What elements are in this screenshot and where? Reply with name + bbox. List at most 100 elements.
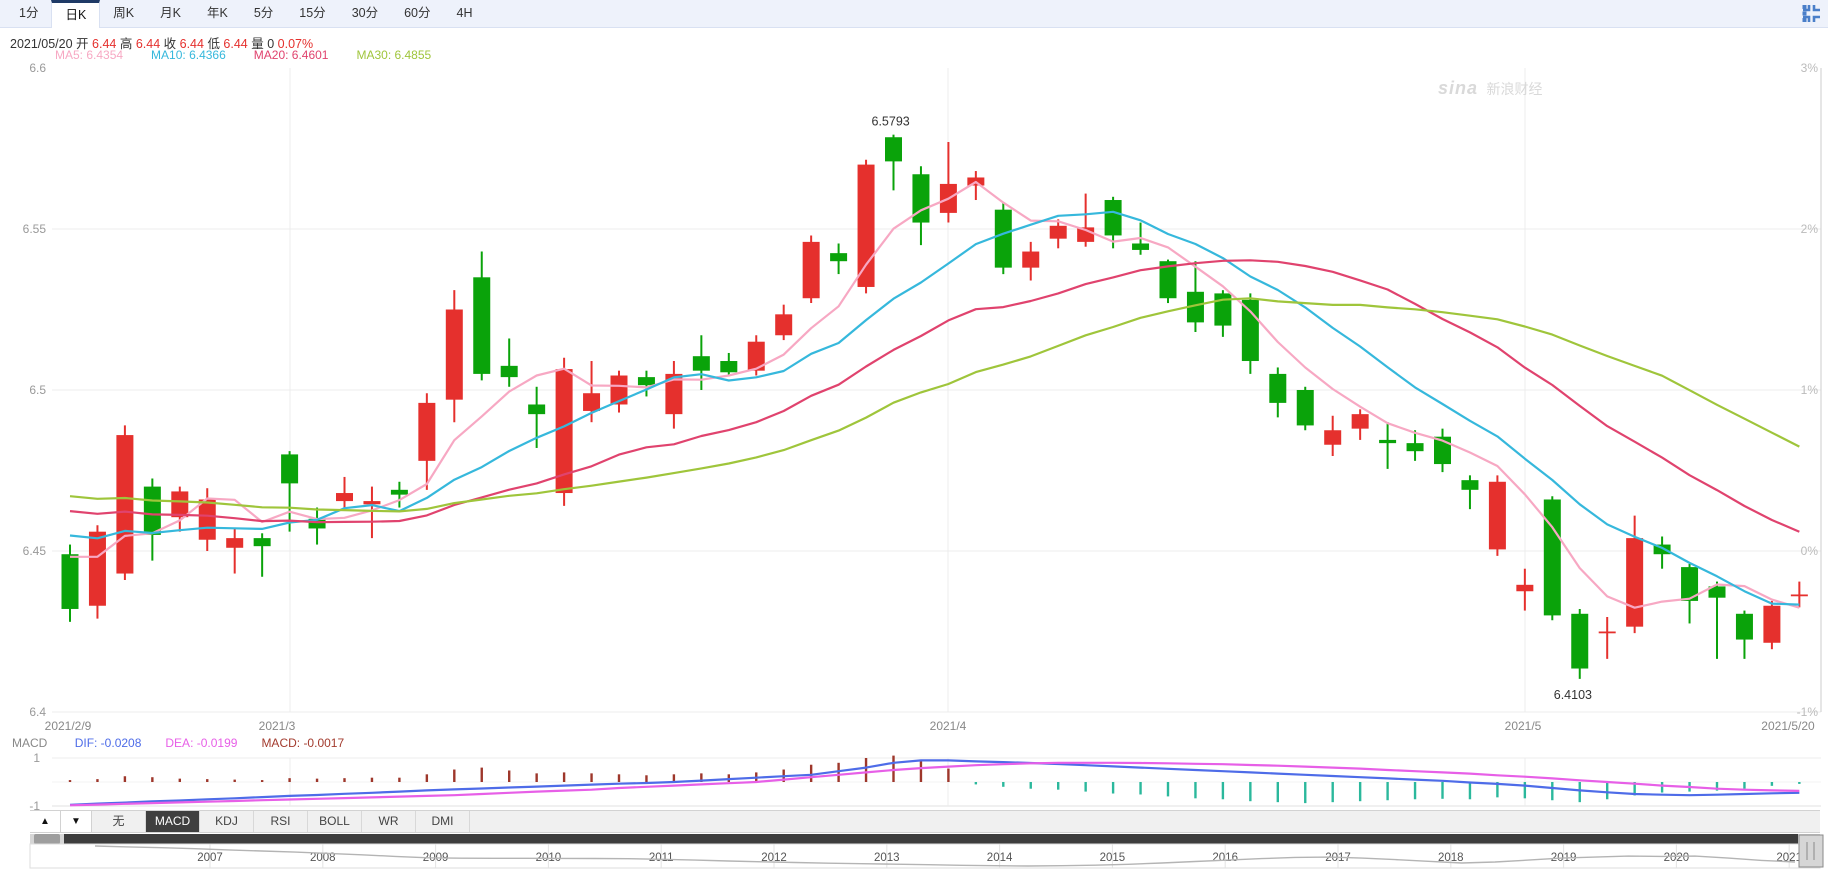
candle-body xyxy=(1159,261,1177,299)
y-axis-label: 6.4 xyxy=(29,705,46,719)
navigator-year-label: 2015 xyxy=(1100,852,1126,864)
ohlc-label: 开 xyxy=(76,37,93,51)
candle-body xyxy=(1214,293,1232,326)
navigator-left-handle[interactable] xyxy=(34,834,60,844)
ma-value-ma30: MA30: 6.4855 xyxy=(356,48,432,62)
ma-values-bar: MA5: 6.4354 MA10: 6.4366 MA20: 6.4601 MA30:… xyxy=(55,48,459,62)
navigator-year-label: 2020 xyxy=(1664,852,1690,864)
ma-value-ma5: MA5: 6.4354 xyxy=(55,48,124,62)
ohlc-value: 6.44 xyxy=(135,37,161,51)
ma30-line xyxy=(69,297,1800,513)
candle-body xyxy=(1626,538,1644,627)
macd-value-dif: DIF: -0.0208 xyxy=(74,736,142,750)
indicator-tab-KDJ[interactable]: KDJ xyxy=(200,811,254,832)
indicator-down-button[interactable]: ▼ xyxy=(61,811,92,832)
x-axis-label: 2021/5 xyxy=(1504,719,1542,733)
candle-body xyxy=(775,314,793,336)
candle-body xyxy=(1269,373,1287,403)
ohlc-fields: 开 6.44 高 6.44 收 6.44 低 6.44 量 0 xyxy=(76,37,278,51)
candle-body xyxy=(1022,251,1040,268)
candle-body xyxy=(1049,225,1067,239)
candle-body xyxy=(1296,390,1314,426)
candle-body xyxy=(1681,567,1699,601)
timeframe-tab-年K[interactable]: 年K xyxy=(206,6,228,20)
candle-body xyxy=(61,554,79,609)
macd-axis-label: -1 xyxy=(29,799,40,812)
ohlc-info-bar: 2021/05/20 开 6.44 高 6.44 收 6.44 低 6.44 量… xyxy=(10,33,313,52)
ma10-line xyxy=(69,210,1800,606)
timeframe-tab-15分[interactable]: 15分 xyxy=(299,6,326,20)
indicator-up-button[interactable]: ▲ xyxy=(30,811,61,832)
high-annotation: 6.5793 xyxy=(872,115,910,129)
ohlc-value: 6.44 xyxy=(179,37,204,51)
y-axis-label: 6.5 xyxy=(29,383,46,397)
navigator-right-handle[interactable] xyxy=(1798,834,1824,868)
axis-labels-layer: 6.6 6.55 6.5 6.45 6.4 3% 2% 1% 0% -1% xyxy=(23,62,1819,719)
candle-body xyxy=(912,174,930,223)
candle-body xyxy=(253,538,271,547)
y2-axis-label: 0% xyxy=(1801,544,1819,558)
candles-layer xyxy=(61,134,1808,679)
candle-body xyxy=(1516,584,1534,592)
navigator-year-label: 2012 xyxy=(761,852,787,864)
x-axis-label: 2021/5/20 xyxy=(1761,719,1815,733)
candle-body xyxy=(830,253,848,262)
navigator-year-label: 2014 xyxy=(987,852,1013,864)
timeframe-tab-1分[interactable]: 1分 xyxy=(19,6,39,20)
x-axis-label: 2021/4 xyxy=(929,719,967,733)
candle-body xyxy=(885,137,902,162)
indicator-tab-RSI[interactable]: RSI xyxy=(254,811,308,832)
ohlc-label: 低 xyxy=(203,37,224,51)
candle-body xyxy=(390,489,408,495)
current-date: 2021/05/20 xyxy=(10,37,73,51)
candle-body xyxy=(143,486,161,535)
ma-value-ma10: MA10: 6.4366 xyxy=(151,48,226,62)
timeframe-tab-周K[interactable]: 周K xyxy=(113,6,135,20)
candle-body xyxy=(1104,200,1122,236)
sina-watermark-text: 新浪财经 xyxy=(1486,81,1543,97)
candle-body xyxy=(747,341,765,371)
candle-body xyxy=(528,404,546,415)
candle-body xyxy=(1406,443,1424,452)
range-navigator: 2007 2008 2009 2010 2011 2012 2013 2014 2015 2016… xyxy=(29,834,1824,869)
timeframe-tab-30分[interactable]: 30分 xyxy=(351,6,379,20)
candle-body xyxy=(994,209,1012,268)
indicator-tab-无[interactable]: 无 xyxy=(92,811,146,832)
macd-chart: 1 -1 xyxy=(29,751,1821,812)
ohlc-label: 量 xyxy=(247,37,268,51)
navigator-year-label: 2011 xyxy=(649,852,674,864)
timeframe-tab-4H[interactable]: 4H xyxy=(456,6,473,20)
timeframe-tab-5分[interactable]: 5分 xyxy=(253,6,274,20)
indicator-tab-WR[interactable]: WR xyxy=(362,811,416,832)
candle-body xyxy=(473,277,491,374)
indicator-tab-BOLL[interactable]: BOLL xyxy=(308,811,362,832)
timeframe-tab-月K[interactable]: 月K xyxy=(160,6,181,20)
candle-body xyxy=(1735,613,1753,640)
ohlc-value: 6.44 xyxy=(223,37,248,51)
indicator-tab-MACD[interactable]: MACD xyxy=(146,811,200,832)
candle-body xyxy=(1571,613,1589,669)
timeframe-tab-日K[interactable]: 日K xyxy=(51,0,101,28)
navigator-year-label: 2007 xyxy=(197,852,223,864)
candle-body xyxy=(1543,499,1561,616)
low-annotation: 6.4103 xyxy=(1554,688,1592,702)
timeframe-tabs: 1分 日K 周K 月K 年K 5分 15分 30分 60分 4H xyxy=(6,0,485,28)
dea-line xyxy=(69,761,1800,807)
y-axis-label: 6.45 xyxy=(23,544,47,558)
candle-body xyxy=(418,402,436,461)
navigator-year-label: 2018 xyxy=(1438,852,1464,864)
indicator-tab-DMI[interactable]: DMI xyxy=(416,811,470,832)
x-axis-label: 2021/3 xyxy=(258,719,296,733)
navigator-thumb[interactable] xyxy=(64,834,1798,844)
y2-axis-label: 3% xyxy=(1801,62,1819,75)
ohlc-value: 6.44 xyxy=(92,37,117,51)
timeframe-tab-60分[interactable]: 60分 xyxy=(404,6,431,20)
candle-body xyxy=(1379,439,1397,444)
candle-body xyxy=(610,375,628,405)
ohlc-value: 0 xyxy=(267,37,275,51)
candle-body xyxy=(281,454,299,484)
candle-body xyxy=(226,538,244,548)
ma20-line xyxy=(69,259,1800,533)
y2-axis-label: -1% xyxy=(1797,705,1819,719)
